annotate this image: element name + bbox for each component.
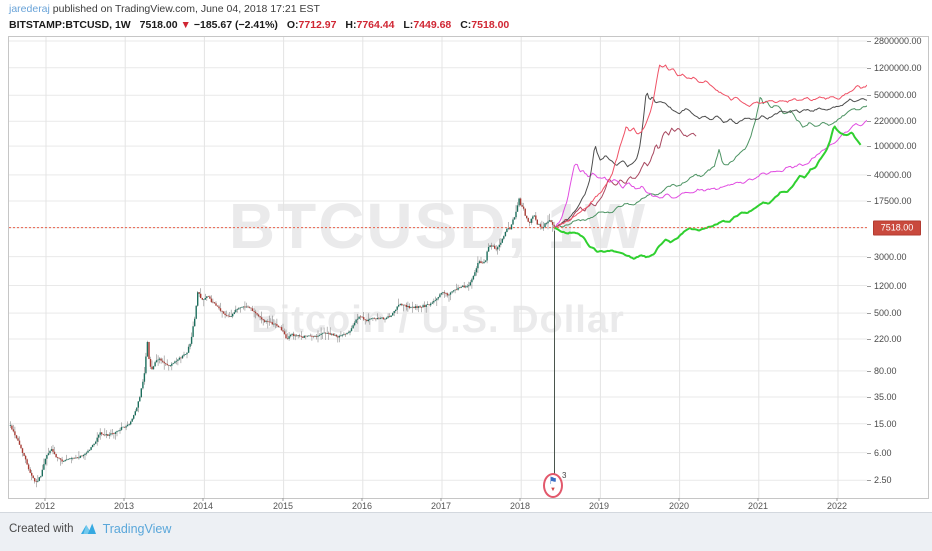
open-label: O: — [286, 19, 299, 31]
close-label: C: — [460, 19, 472, 31]
current-price-label: 7518.00 — [873, 220, 921, 236]
high-label: H: — [345, 19, 357, 31]
candle-bodies-down — [11, 198, 555, 482]
down-triangle-icon: ▼ — [550, 487, 556, 493]
price-tick-label: 500000.00 — [874, 90, 917, 100]
event-marker-count: 3 — [562, 471, 567, 480]
candle-wicks-down — [11, 197, 555, 488]
year-tick-label: 2020 — [668, 501, 690, 511]
projection-line-fractal-maroon — [554, 127, 697, 229]
down-arrow-icon: ▼ — [180, 19, 191, 31]
created-with-label: Created with — [9, 523, 74, 535]
price-tick-label: 1200.00 — [874, 281, 907, 291]
price-tick-mark — [867, 121, 871, 122]
price-tick-mark — [867, 339, 871, 340]
projection-line-fractal-magenta — [554, 119, 867, 228]
projection-line-fractal-red — [554, 64, 867, 229]
year-tick-label: 2018 — [509, 501, 531, 511]
chart-plot-svg[interactable] — [9, 37, 867, 498]
year-tick-mark — [440, 498, 442, 501]
low-value: 7449.68 — [413, 19, 452, 31]
year-tick-mark — [202, 498, 204, 501]
price-tick-mark — [867, 201, 871, 202]
year-tick-mark — [361, 498, 363, 501]
price-tick-mark — [867, 257, 871, 258]
price-tick-label: 15.00 — [874, 419, 897, 429]
price-tick-label: 220.00 — [874, 334, 902, 344]
username-link[interactable]: jarederaj — [9, 3, 50, 15]
tradingview-brand-link[interactable]: TradingView — [102, 522, 172, 536]
year-tick-label: 2013 — [113, 501, 135, 511]
year-tick-mark — [598, 498, 600, 501]
year-tick-mark — [678, 498, 680, 501]
price-tick-label: 2.50 — [874, 475, 892, 485]
price-tick-mark — [867, 95, 871, 96]
price-tick-mark — [867, 397, 871, 398]
candle-wicks-up — [10, 197, 550, 483]
idea-event-marker[interactable]: ⚑ ▼ — [543, 473, 563, 498]
year-tick-mark — [282, 498, 284, 501]
price-tick-label: 3000.00 — [874, 252, 907, 262]
price-tick-mark — [867, 480, 871, 481]
price-tick-label: 2800000.00 — [874, 36, 922, 46]
year-tick-mark — [44, 498, 46, 501]
year-tick-label: 2022 — [826, 501, 848, 511]
price-tick-mark — [867, 41, 871, 42]
year-tick-mark — [836, 498, 838, 501]
year-tick-label: 2017 — [430, 501, 452, 511]
symbol-info-bar: BITSTAMP:BTCUSD, 1W 7518.00 ▼ −185.67 (−… — [9, 19, 509, 31]
price-tick-label: 40000.00 — [874, 170, 912, 180]
price-tick-label: 100000.00 — [874, 141, 917, 151]
price-tick-label: 6.00 — [874, 448, 892, 458]
price-tick-label: 1200000.00 — [874, 63, 922, 73]
year-tick-label: 2014 — [192, 501, 214, 511]
price-tick-mark — [867, 313, 871, 314]
price-tick-mark — [867, 424, 871, 425]
year-tick-label: 2015 — [272, 501, 294, 511]
low-label: L: — [403, 19, 414, 31]
time-axis[interactable]: 2012 2013 2014 2015 2016 2017 2018 2019 2020 2021… — [8, 498, 868, 512]
last-price: 7518.00 — [139, 19, 178, 31]
open-value: 7712.97 — [298, 19, 337, 31]
close-value: 7518.00 — [471, 19, 510, 31]
published-text: published on TradingView.com, June 04, 2… — [49, 3, 320, 15]
price-change: −185.67 (−2.41%) — [193, 19, 278, 31]
price-tick-mark — [867, 371, 871, 372]
price-tick-mark — [867, 286, 871, 287]
price-tick-label: 80.00 — [874, 366, 897, 376]
flag-icon: ⚑ — [548, 476, 558, 487]
year-tick-mark — [757, 498, 759, 501]
price-tick-label: 17500.00 — [874, 196, 912, 206]
projection-line-fractal-teal — [554, 97, 867, 229]
year-tick-mark — [519, 498, 521, 501]
footer-bar: Created with TradingView — [0, 512, 932, 551]
projection-line-fractal-black — [554, 92, 867, 229]
publish-info-line: jarederaj published on TradingView.com, … — [9, 3, 320, 15]
symbol-name: BITSTAMP:BTCUSD, 1W — [9, 19, 131, 31]
projection-line-fractal-green — [553, 125, 862, 260]
high-value: 7764.44 — [356, 19, 395, 31]
price-tick-mark — [867, 146, 871, 147]
price-tick-mark — [867, 175, 871, 176]
year-tick-label: 2016 — [351, 501, 373, 511]
price-tick-label: 500.00 — [874, 308, 902, 318]
price-axis[interactable]: 7518.00 2800000.00 1200000.00 500000.00 220… — [867, 36, 929, 499]
year-tick-label: 2019 — [588, 501, 610, 511]
chart-canvas[interactable]: BTCUSD, 1W Bitcoin / U.S. Dollar — [8, 36, 868, 499]
year-tick-mark — [123, 498, 125, 501]
tradingview-logo[interactable] — [80, 522, 97, 536]
price-tick-mark — [867, 68, 871, 69]
price-tick-mark — [867, 453, 871, 454]
year-tick-label: 2021 — [747, 501, 769, 511]
year-tick-label: 2012 — [34, 501, 56, 511]
price-tick-label: 220000.00 — [874, 116, 917, 126]
candle-bodies-up — [9, 198, 551, 482]
price-tick-label: 35.00 — [874, 392, 897, 402]
